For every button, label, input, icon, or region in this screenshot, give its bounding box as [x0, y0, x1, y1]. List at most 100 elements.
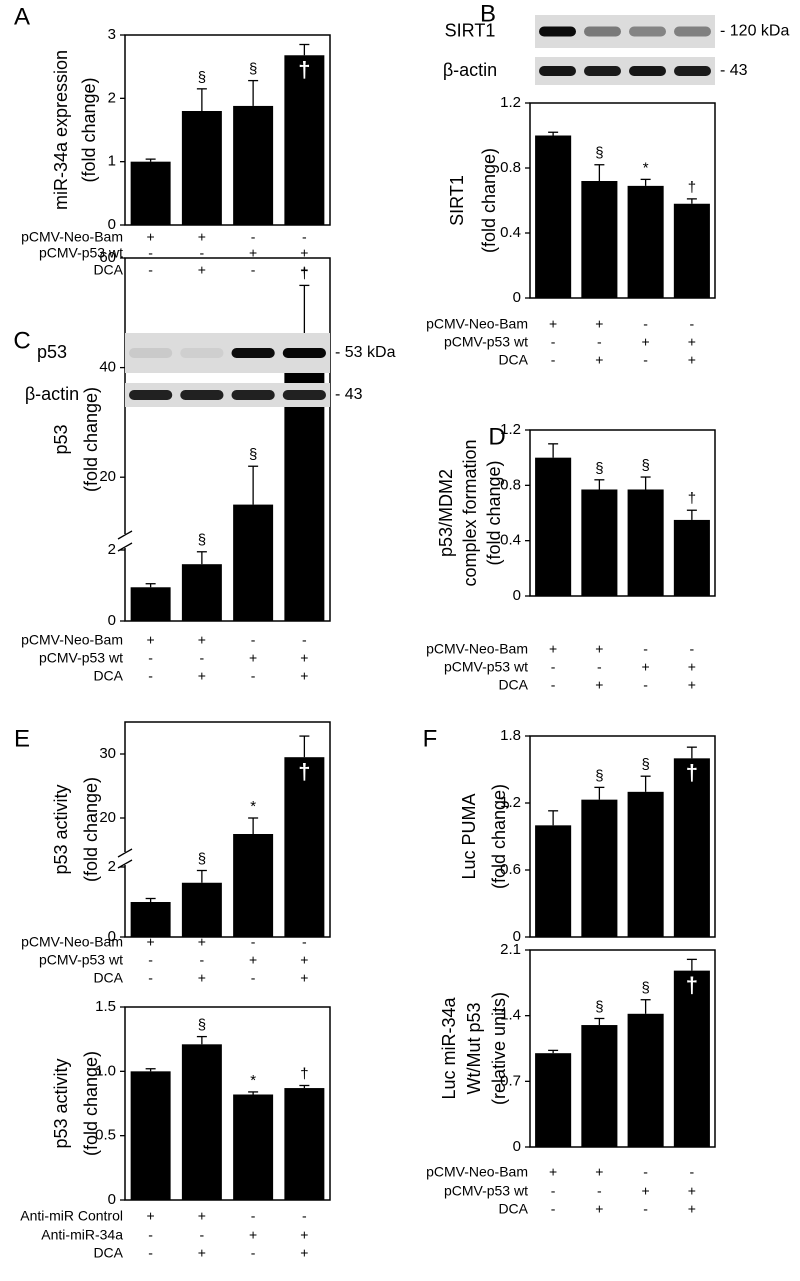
y-axis-label: p53/MDM2 — [436, 469, 456, 557]
y-tick-label: 0 — [513, 928, 521, 945]
condition-label: pCMV-p53 wt — [39, 650, 123, 666]
y-tick-label: 2 — [108, 858, 116, 875]
plot-frame — [529, 949, 716, 1148]
condition-sign: + — [147, 632, 155, 648]
condition-sign: + — [688, 334, 696, 350]
bar — [581, 799, 618, 937]
significance-mark: § — [595, 998, 603, 1015]
blot-band — [180, 348, 224, 358]
condition-sign: - — [148, 262, 153, 278]
condition-sign: + — [595, 1164, 603, 1180]
condition-sign: + — [198, 668, 206, 684]
y-tick-label: 3 — [108, 26, 116, 43]
condition-sign: - — [551, 334, 556, 350]
condition-sign: - — [302, 934, 307, 950]
y-axis-label: miR-34a expression — [51, 50, 71, 210]
condition-label: pCMV-Neo-Bam — [21, 229, 123, 245]
condition-label: pCMV-Neo-Bam — [426, 316, 528, 332]
axis-break-gap — [122, 534, 128, 548]
condition-label: pCMV-Neo-Bam — [21, 934, 123, 950]
bar — [535, 825, 572, 937]
condition-sign: - — [551, 1183, 556, 1199]
blot-label: β-actin — [443, 60, 497, 80]
bar — [130, 1071, 171, 1200]
condition-sign: - — [200, 650, 205, 666]
y-tick-label: 0 — [108, 928, 116, 945]
condition-label: pCMV-p53 wt — [444, 659, 528, 675]
condition-sign: - — [643, 677, 648, 693]
condition-sign: + — [147, 934, 155, 950]
blot-label: β-actin — [25, 384, 79, 404]
y-tick-label: 1.8 — [500, 727, 521, 744]
condition-sign: + — [688, 659, 696, 675]
significance-mark: § — [595, 145, 603, 162]
significance-mark: § — [249, 61, 257, 78]
y-axis-label: p53 — [51, 424, 71, 454]
condition-sign: + — [300, 952, 308, 968]
condition-sign: + — [688, 1201, 696, 1217]
condition-sign: - — [551, 1201, 556, 1217]
significance-mark: § — [198, 1017, 206, 1034]
bar — [181, 564, 222, 621]
bar — [627, 185, 664, 298]
condition-sign: + — [249, 245, 257, 261]
y-tick-label: 1.0 — [95, 1062, 116, 1079]
plot-frame — [124, 257, 331, 622]
blot-band — [282, 348, 326, 358]
significance-mark: § — [595, 460, 603, 477]
condition-sign: - — [200, 952, 205, 968]
condition-sign: + — [549, 1164, 557, 1180]
condition-sign: - — [302, 1208, 307, 1224]
blot-marker: - 43 — [335, 386, 363, 403]
bar — [535, 457, 572, 596]
significance-mark: § — [595, 767, 603, 784]
axis-break-gap — [122, 852, 128, 865]
panel-label: B — [480, 0, 496, 27]
condition-sign: + — [642, 1183, 650, 1199]
condition-sign: + — [549, 316, 557, 332]
panel-label: D — [488, 423, 505, 450]
blot-band — [129, 390, 173, 400]
plot-frame — [529, 735, 716, 938]
condition-sign: - — [643, 1201, 648, 1217]
plot-frame — [124, 34, 331, 226]
condition-sign: - — [690, 316, 695, 332]
condition-sign: + — [249, 650, 257, 666]
y-axis-label: (fold change) — [484, 460, 504, 565]
significance-mark: § — [198, 69, 206, 86]
condition-sign: - — [251, 934, 256, 950]
condition-sign: - — [251, 229, 256, 245]
condition-sign: - — [148, 970, 153, 986]
y-tick-label: 0.6 — [500, 861, 521, 878]
plot-frame — [124, 721, 331, 938]
bar — [581, 181, 618, 298]
panel-label: F — [423, 725, 438, 752]
bar — [284, 757, 325, 937]
bar — [581, 1025, 618, 1147]
condition-sign: + — [549, 641, 557, 657]
condition-label: pCMV-p53 wt — [444, 334, 528, 350]
condition-sign: - — [148, 668, 153, 684]
significance-mark: * — [643, 159, 649, 176]
blot-marker: - 43 — [720, 62, 748, 79]
y-axis-label: (fold change) — [81, 387, 101, 492]
bar — [181, 111, 222, 225]
bar — [673, 970, 710, 1147]
y-tick-label: 20 — [99, 468, 116, 485]
panel-label: C — [13, 327, 30, 354]
condition-sign: - — [551, 677, 556, 693]
y-axis-label: Wt/Mut p53 — [464, 1002, 484, 1094]
condition-sign: + — [249, 1227, 257, 1243]
condition-label: DCA — [498, 1201, 528, 1217]
condition-sign: + — [595, 677, 603, 693]
condition-sign: + — [198, 632, 206, 648]
condition-sign: + — [198, 229, 206, 245]
blot-marker: - 53 kDa — [335, 344, 396, 361]
condition-label: pCMV-p53 wt — [444, 1183, 528, 1199]
bar — [130, 902, 171, 937]
condition-sign: + — [642, 334, 650, 350]
y-axis-label: (fold change) — [79, 77, 99, 182]
y-tick-label: 0 — [108, 216, 116, 233]
